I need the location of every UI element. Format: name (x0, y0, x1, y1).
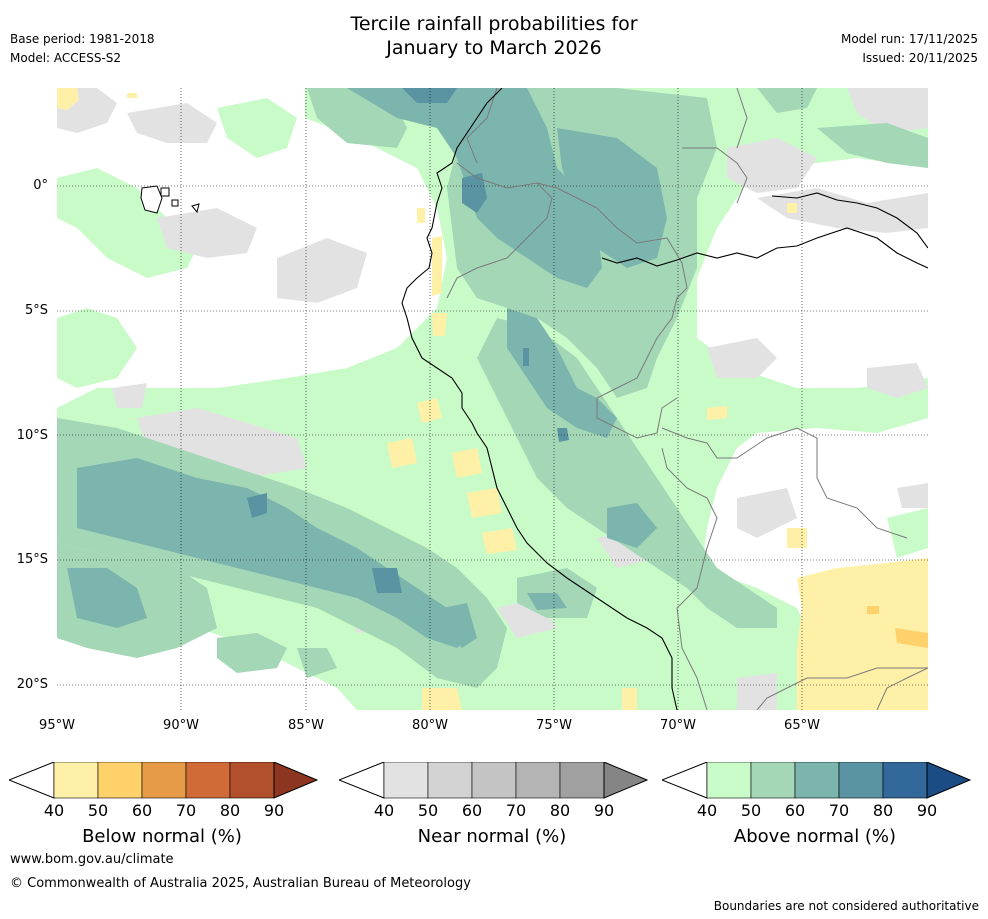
lat-label-10s: 10°S (16, 428, 48, 443)
colorbar-below-tick-40: 40 (43, 801, 65, 820)
colorbar-above-bin-50 (750, 762, 796, 799)
map-title-line2: January to March 2026 (386, 37, 602, 59)
map-title: Tercile rainfall probabilities for Janua… (0, 12, 988, 60)
lon-label-85w: 85°W (288, 718, 324, 733)
rainfall-map (57, 88, 928, 710)
above-normal-70-80-regions (247, 88, 569, 593)
model-name: Model: ACCESS-S2 (10, 51, 122, 65)
issued-date: Issued: 20/11/2025 (862, 51, 978, 65)
colorbar-below-tick-80: 80 (219, 801, 241, 820)
copyright: © Commonwealth of Australia 2025, Austra… (10, 876, 471, 891)
base-period: Base period: 1981-2018 (10, 32, 155, 46)
colorbar-near-min-arrow (339, 762, 385, 799)
colorbar-below-tick-90: 90 (263, 801, 285, 820)
bom-url: www.bom.gov.au/climate (10, 852, 174, 867)
lon-label-75w: 75°W (536, 718, 572, 733)
colorbar-above-label: Above normal (%) (733, 826, 897, 847)
colorbar-near-bin-80 (559, 762, 605, 799)
colorbar-near-tick-80: 80 (549, 801, 571, 820)
colorbar-near-tick-50: 50 (417, 801, 439, 820)
colorbar-below-bin-70 (185, 762, 231, 799)
lon-label-80w: 80°W (412, 718, 448, 733)
colorbar-above-tick-60: 60 (784, 801, 806, 820)
colorbar-below-bin-50 (97, 762, 143, 799)
lat-label-15s: 15°S (16, 552, 48, 567)
colorbar-below-bin-40 (53, 762, 99, 799)
coastlines (401, 88, 928, 710)
colorbar-above-bin-60 (794, 762, 840, 799)
colorbar-above-tick-40: 40 (696, 801, 718, 820)
colorbar-near-label: Near normal (%) (417, 826, 567, 847)
colorbar-above-max-arrow (926, 762, 972, 799)
rainfall-map-svg (57, 88, 928, 710)
colorbar-below-min-arrow (9, 762, 55, 799)
lon-label-70w: 70°W (660, 718, 696, 733)
lat-label-0: 0° (33, 178, 48, 193)
colorbar-below-bin-60 (141, 762, 187, 799)
lon-label-65w: 65°W (784, 718, 820, 733)
colorbar-below-bin-80 (229, 762, 275, 799)
colorbar-near-bin-70 (515, 762, 561, 799)
colorbar-above-tick-90: 90 (916, 801, 938, 820)
map-title-line1: Tercile rainfall probabilities for (350, 13, 638, 35)
colorbar-below (9, 762, 319, 799)
colorbar-near-bin-50 (427, 762, 473, 799)
colorbar-near-tick-40: 40 (373, 801, 395, 820)
colorbar-near-max-arrow (603, 762, 649, 799)
colorbar-near-tick-70: 70 (505, 801, 527, 820)
colorbar-above-tick-50: 50 (740, 801, 762, 820)
colorbar-near-bin-40 (383, 762, 429, 799)
lon-label-90w: 90°W (163, 718, 199, 733)
lat-label-20s: 20°S (16, 677, 48, 692)
colorbar-below-tick-60: 60 (131, 801, 153, 820)
colorbar-near-tick-60: 60 (461, 801, 483, 820)
colorbar-below-label: Below normal (%) (82, 826, 242, 847)
colorbar-above-bin-70 (838, 762, 884, 799)
model-run: Model run: 17/11/2025 (840, 32, 978, 46)
country-boundaries (446, 88, 928, 710)
galapagos-islands (140, 185, 200, 214)
colorbar-above-min-arrow (662, 762, 708, 799)
colorbar-above-bin-80 (882, 762, 928, 799)
colorbar-below-tick-70: 70 (175, 801, 197, 820)
colorbar-near-tick-90: 90 (593, 801, 615, 820)
colorbar-above-bin-40 (706, 762, 752, 799)
colorbar-below-max-arrow (273, 762, 319, 799)
colorbar-above-tick-70: 70 (828, 801, 850, 820)
below-normal-50-60-regions (867, 606, 928, 648)
boundaries-disclaimer: Boundaries are not considered authoritat… (713, 899, 979, 913)
map-gridlines (57, 88, 928, 710)
lon-label-95w: 95°W (39, 718, 75, 733)
colorbar-below-tick-50: 50 (87, 801, 109, 820)
colorbar-near (339, 762, 649, 799)
colorbar-above (662, 762, 972, 799)
colorbar-above-tick-80: 80 (872, 801, 894, 820)
lat-label-5s: 5°S (24, 303, 48, 318)
colorbar-near-bin-60 (471, 762, 517, 799)
